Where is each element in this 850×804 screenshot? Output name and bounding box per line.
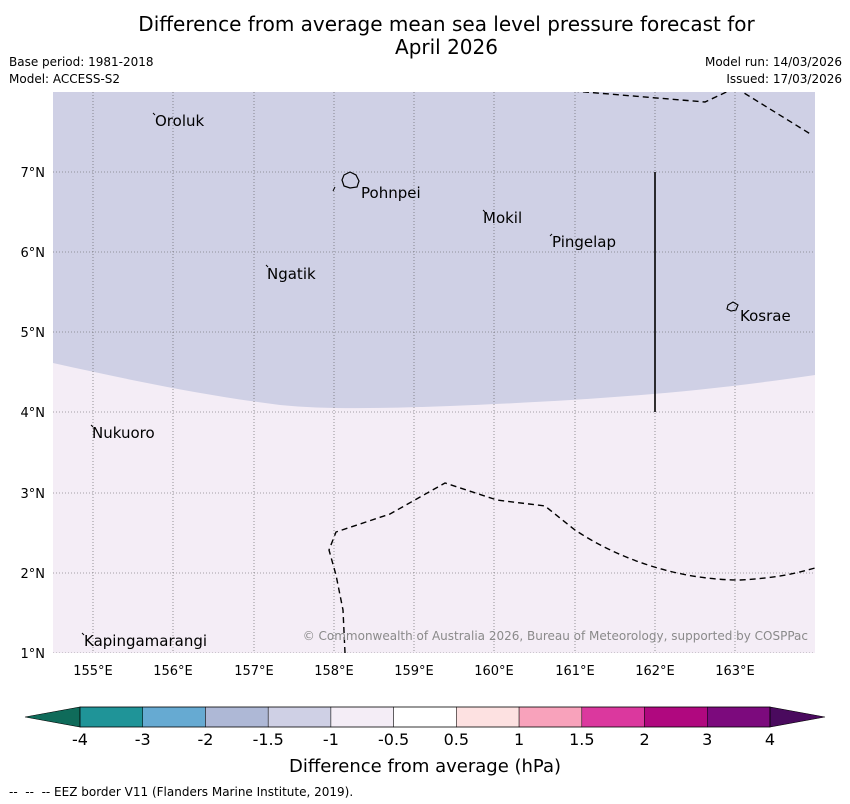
lon-label-161: 161°E bbox=[555, 664, 595, 679]
base-period: Base period: 1981-2018 bbox=[9, 55, 154, 69]
chart-title: Difference from average mean sea level p… bbox=[0, 13, 850, 59]
lon-label-160: 160°E bbox=[474, 664, 514, 679]
lat-labels: 7°N 6°N 5°N 4°N 3°N 2°N 1°N bbox=[21, 166, 46, 662]
lat-label-7: 7°N bbox=[21, 166, 46, 181]
colorbar-swatch bbox=[267, 706, 332, 728]
lat-label-4: 4°N bbox=[21, 406, 46, 421]
place-ngatik: Ngatik bbox=[267, 265, 316, 283]
lon-label-155: 155°E bbox=[73, 664, 113, 679]
colorbar-frame bbox=[79, 706, 771, 728]
title-line-2: April 2026 bbox=[395, 35, 498, 59]
colorbar-tick-label: 2 bbox=[639, 730, 649, 749]
colorbar-ticks: -4 -3 -2 -1.5 -1 -0.5 0.5 1 1.5 2 3 4 bbox=[72, 730, 775, 749]
colorbar-swatch bbox=[393, 706, 457, 728]
lon-label-159: 159°E bbox=[394, 664, 434, 679]
meta-left: Base period: 1981-2018 Model: ACCESS-S2 bbox=[9, 54, 154, 88]
colorbar-tick-label: 4 bbox=[765, 730, 775, 749]
title-line-1: Difference from average mean sea level p… bbox=[138, 12, 755, 36]
kosrae-island-shape bbox=[726, 301, 739, 312]
issued-date: Issued: 17/03/2026 bbox=[726, 72, 842, 86]
place-mokil: Mokil bbox=[483, 209, 522, 227]
lat-label-2: 2°N bbox=[21, 567, 46, 582]
lon-label-158: 158°E bbox=[314, 664, 354, 679]
place-pohnpei: Pohnpei bbox=[361, 184, 421, 202]
place-kosrae: Kosrae bbox=[740, 307, 791, 325]
eez-borders bbox=[328, 92, 815, 653]
colorbar-swatch bbox=[456, 706, 520, 728]
colorbar-swatch bbox=[79, 706, 143, 728]
lat-label-6: 6°N bbox=[21, 246, 46, 261]
region-north-band bbox=[53, 92, 815, 409]
colorbar-tick-label: -1.5 bbox=[253, 730, 284, 749]
colorbar-low-extend bbox=[24, 706, 81, 728]
lon-label-157: 157°E bbox=[234, 664, 274, 679]
place-labels: Oroluk Pohnpei Mokil Pingelap Ngatik Kos… bbox=[84, 112, 791, 650]
colorbar-swatch bbox=[707, 706, 771, 728]
colorbar-tick-label: 1.5 bbox=[569, 730, 594, 749]
colorbar-swatch bbox=[330, 706, 394, 728]
lat-label-5: 5°N bbox=[21, 326, 46, 341]
place-pingelap: Pingelap bbox=[552, 233, 616, 251]
colorbar-swatch bbox=[644, 706, 708, 728]
lat-label-3: 3°N bbox=[21, 487, 46, 502]
colorbar-swatch bbox=[581, 706, 645, 728]
model-run: Model run: 14/03/2026 bbox=[704, 55, 842, 69]
ant-atoll-mark bbox=[332, 186, 336, 192]
colorbar-tick-label: -0.5 bbox=[378, 730, 409, 749]
place-oroluk: Oroluk bbox=[155, 112, 204, 130]
colorbar-tick-label: 1 bbox=[514, 730, 524, 749]
colorbar-tick-label: -3 bbox=[135, 730, 151, 749]
lon-labels: 155°E 156°E 157°E 158°E 159°E 160°E 161°… bbox=[73, 664, 755, 679]
place-kapingamarangi: Kapingamarangi bbox=[84, 632, 207, 650]
colorbar-swatch bbox=[205, 706, 269, 728]
place-nukuoro: Nukuoro bbox=[92, 424, 155, 442]
atoll-markers bbox=[81, 112, 553, 636]
colorbar-swatch bbox=[518, 706, 583, 728]
colorbar-swatches bbox=[79, 706, 771, 728]
lon-label-163: 163°E bbox=[715, 664, 755, 679]
colorbar-high-extend bbox=[769, 706, 826, 728]
colorbar-tick-label: -2 bbox=[197, 730, 213, 749]
copyright-notice: © Commonwealth of Australia 2026, Bureau… bbox=[303, 629, 808, 643]
colorbar-tick-label: 0.5 bbox=[444, 730, 469, 749]
lat-label-1: 1°N bbox=[21, 647, 46, 662]
pohnpei-island-shape bbox=[341, 171, 360, 189]
colorbar-swatch bbox=[142, 706, 206, 728]
lon-label-162: 162°E bbox=[635, 664, 675, 679]
colorbar-title: Difference from average (hPa) bbox=[289, 756, 561, 777]
colorbar-tick-label: -4 bbox=[72, 730, 88, 749]
eez-legend-note: -- -- -- EEZ border V11 (Flanders Marine… bbox=[9, 785, 354, 799]
colorbar-tick-label: 3 bbox=[702, 730, 712, 749]
map-area: Oroluk Pohnpei Mokil Pingelap Ngatik Kos… bbox=[53, 92, 815, 653]
meta-right: Model run: 14/03/2026 Issued: 17/03/2026 bbox=[705, 54, 842, 88]
lon-label-156: 156°E bbox=[153, 664, 193, 679]
model-name: Model: ACCESS-S2 bbox=[9, 72, 121, 86]
colorbar: -4 -3 -2 -1.5 -1 -0.5 0.5 1 1.5 2 3 4 Difference fr… bbox=[24, 706, 826, 777]
colorbar-tick-label: -1 bbox=[323, 730, 339, 749]
